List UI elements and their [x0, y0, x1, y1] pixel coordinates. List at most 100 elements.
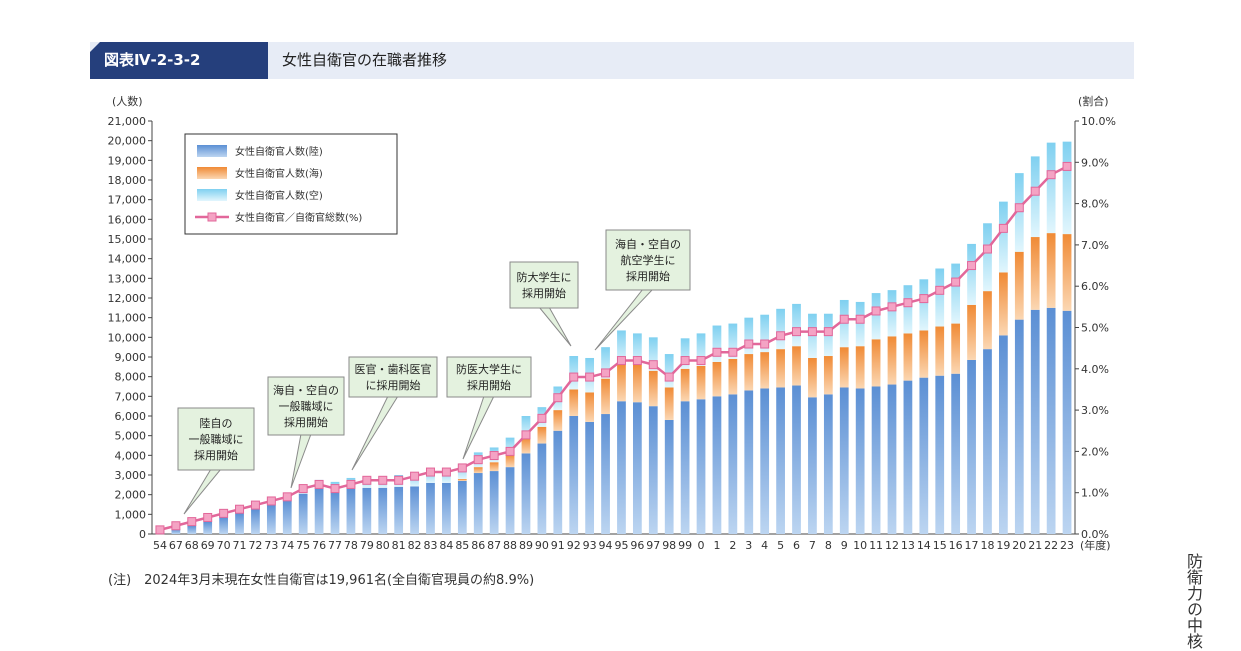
x-tick-label: 89 — [519, 539, 533, 552]
bar-segment-gsdf — [203, 521, 213, 534]
bar-segment-asdf — [935, 268, 945, 327]
bar-segment-gsdf — [887, 384, 897, 534]
legend-entry: 女性自衛官人数(空) — [235, 189, 323, 202]
x-tick-label: 88 — [503, 539, 517, 552]
y-tick-label: 18,000 — [108, 174, 147, 187]
ratio-point — [998, 223, 1008, 233]
y-tick-label: 10,000 — [108, 331, 147, 344]
ratio-point — [171, 521, 181, 531]
legend-entry: 女性自衛官／自衛官総数(%) — [235, 211, 362, 224]
ratio-point — [696, 356, 706, 366]
callout-text: 防医大学生に — [456, 362, 522, 376]
bar-segment-gsdf — [219, 517, 228, 534]
x-tick-label: 92 — [567, 539, 581, 552]
y-tick-label: 7,000 — [115, 390, 147, 403]
y-tick-label: 1,000 — [115, 508, 147, 521]
callout-box — [509, 261, 579, 309]
y-tick-label: 15,000 — [108, 233, 147, 246]
bar-segment-gsdf — [601, 414, 610, 534]
bar-segment-asdf — [887, 290, 897, 337]
bar-segment-asdf — [680, 338, 690, 369]
ratio-point — [505, 446, 515, 456]
bar-segment-gsdf — [282, 500, 292, 534]
x-tick-label: 93 — [583, 539, 597, 552]
bar-segment-msdf — [776, 349, 785, 388]
ratio-point — [616, 356, 626, 366]
bar-segment-asdf — [983, 223, 992, 292]
y2-tick-label: 7.0% — [1081, 239, 1109, 252]
legend-entry: 女性自衛官人数(海) — [235, 167, 323, 180]
y2-tick-label: 3.0% — [1081, 404, 1109, 417]
bar-segment-gsdf — [457, 480, 467, 534]
x-tick-label: 86 — [471, 539, 485, 552]
ratio-point — [187, 517, 197, 527]
bar-segment-gsdf — [744, 390, 754, 534]
x-tick-label: 99 — [678, 539, 692, 552]
figure-number: 図表Ⅳ-2-3-2 — [104, 51, 201, 69]
bar-segment-gsdf — [664, 419, 674, 534]
bar-segment-gsdf — [855, 388, 865, 534]
y-tick-label: 9,000 — [115, 351, 147, 364]
bar-segment-gsdf — [442, 482, 451, 534]
bar-segment-asdf — [999, 201, 1008, 273]
x-tick-label: 81 — [392, 539, 406, 552]
x-tick-label: 20 — [1012, 539, 1026, 552]
ratio-point — [855, 314, 865, 324]
ratio-point — [632, 356, 642, 366]
bar-segment-msdf — [903, 333, 913, 381]
x-tick-label: 79 — [360, 539, 374, 552]
bar-segment-asdf — [664, 354, 674, 388]
ratio-point — [537, 413, 547, 423]
ratio-point — [792, 327, 802, 337]
ratio-point — [282, 492, 292, 502]
x-tick-label: 16 — [949, 539, 963, 552]
bar-segment-gsdf — [410, 486, 419, 534]
x-tick-label: 70 — [217, 539, 231, 552]
y-tick-label: 5,000 — [115, 430, 147, 443]
y2-tick-label: 0.0% — [1081, 528, 1109, 541]
y2-tick-label: 9.0% — [1081, 156, 1109, 169]
y-tick-label: 4,000 — [115, 449, 147, 462]
ratio-point — [903, 298, 913, 308]
ratio-point — [648, 360, 658, 370]
bar-segment-asdf — [1062, 141, 1072, 235]
bar-segment-msdf — [983, 291, 992, 350]
bar-segment-msdf — [1062, 234, 1072, 311]
bar-segment-asdf — [1046, 142, 1056, 234]
callout-text: 医官・歯科医官 — [355, 362, 432, 376]
ratio-point — [664, 372, 674, 382]
bar-segment-gsdf — [569, 416, 579, 534]
x-tick-label: 22 — [1044, 539, 1058, 552]
bar-segment-gsdf — [935, 375, 945, 534]
bar-segment-gsdf — [1062, 310, 1072, 534]
bar-segment-gsdf — [999, 335, 1008, 534]
x-tick-label: 23 — [1060, 539, 1074, 552]
y2-axis-label: (割合) — [1078, 94, 1109, 108]
bar-segment-msdf — [632, 364, 642, 403]
ratio-point — [203, 512, 213, 522]
ratio-point — [839, 314, 849, 324]
x-tick-label: 5 — [777, 539, 784, 552]
bar-segment-gsdf — [839, 387, 849, 534]
ratio-point — [298, 484, 308, 494]
bar-segment-msdf — [935, 326, 945, 376]
bar-segment-msdf — [712, 361, 722, 397]
x-tick-label: 17 — [965, 539, 979, 552]
ratio-point — [728, 347, 738, 357]
bar-segment-gsdf — [521, 453, 531, 534]
bar-segment-gsdf — [1046, 307, 1056, 534]
x-tick-label: 11 — [869, 539, 883, 552]
x-tick-label: 76 — [312, 539, 326, 552]
bar-segment-gsdf — [903, 380, 913, 534]
bar-segment-gsdf — [473, 473, 483, 534]
x-tick-label: 77 — [328, 539, 342, 552]
callout-text: 航空学生に — [621, 253, 676, 267]
ratio-point — [776, 331, 786, 341]
callout-text: 陸自の — [200, 417, 233, 430]
bar-segment-asdf — [1030, 156, 1040, 238]
bar-segment-gsdf — [983, 349, 992, 534]
